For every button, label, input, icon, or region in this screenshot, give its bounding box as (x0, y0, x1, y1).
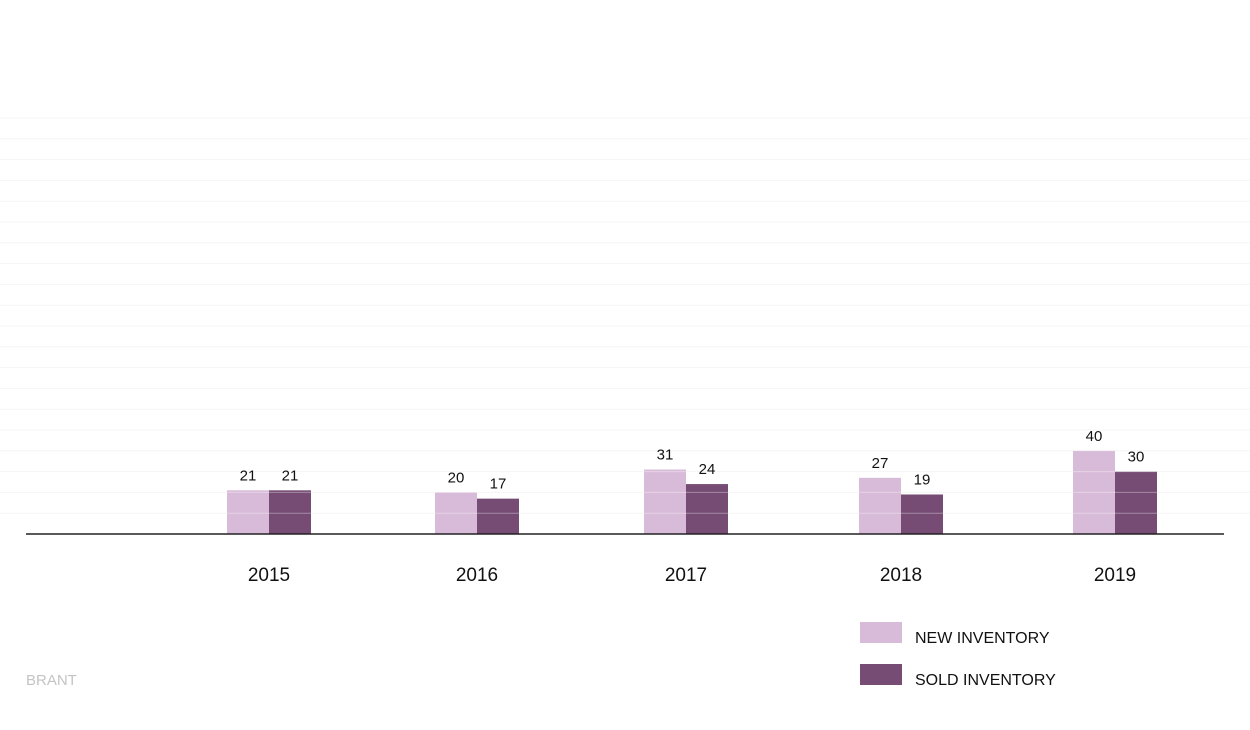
data-label-new-2018: 27 (872, 455, 889, 472)
data-label-sold-2017: 24 (699, 461, 716, 478)
bar-new-2018 (859, 477, 901, 534)
x-tick-label-2015: 2015 (248, 565, 290, 586)
data-label-new-2017: 31 (657, 447, 674, 464)
x-axis-tick-labels: 2015 2016 2017 2018 2019 (248, 565, 1136, 586)
x-tick-label-2016: 2016 (456, 565, 498, 586)
bars (227, 450, 1157, 534)
legend-swatch-sold-inventory (860, 664, 902, 685)
data-label-sold-2016: 17 (490, 476, 507, 493)
data-labels: 21 21 20 17 31 24 27 19 40 30 (240, 428, 1145, 493)
bar-new-2017 (644, 469, 686, 534)
bar-sold-2018 (901, 494, 943, 534)
data-label-sold-2018: 19 (914, 471, 931, 488)
bar-sold-2016 (477, 498, 519, 534)
bar-sold-2015 (269, 490, 311, 534)
legend-swatch-new-inventory (860, 622, 902, 643)
data-label-new-2019: 40 (1086, 428, 1103, 445)
data-label-new-2015: 21 (240, 467, 257, 484)
bar-sold-2017 (686, 484, 728, 534)
x-tick-label-2017: 2017 (665, 565, 707, 586)
x-tick-label-2018: 2018 (880, 565, 922, 586)
legend-label-sold-inventory: SOLD INVENTORY (915, 672, 1056, 689)
gridlines (0, 117, 1250, 514)
bar-new-2016 (435, 492, 477, 534)
gridline-overlay (0, 117, 1250, 514)
x-tick-label-2019: 2019 (1094, 565, 1136, 586)
data-label-sold-2019: 30 (1128, 449, 1145, 466)
bar-sold-2019 (1115, 471, 1157, 534)
brand-watermark: BRANT (26, 672, 77, 689)
bar-new-2019 (1073, 450, 1115, 534)
data-label-new-2016: 20 (448, 469, 465, 486)
legend: NEW INVENTORY SOLD INVENTORY (860, 622, 1056, 689)
legend-label-new-inventory: NEW INVENTORY (915, 630, 1050, 647)
bar-new-2015 (227, 490, 269, 534)
data-label-sold-2015: 21 (282, 467, 299, 484)
